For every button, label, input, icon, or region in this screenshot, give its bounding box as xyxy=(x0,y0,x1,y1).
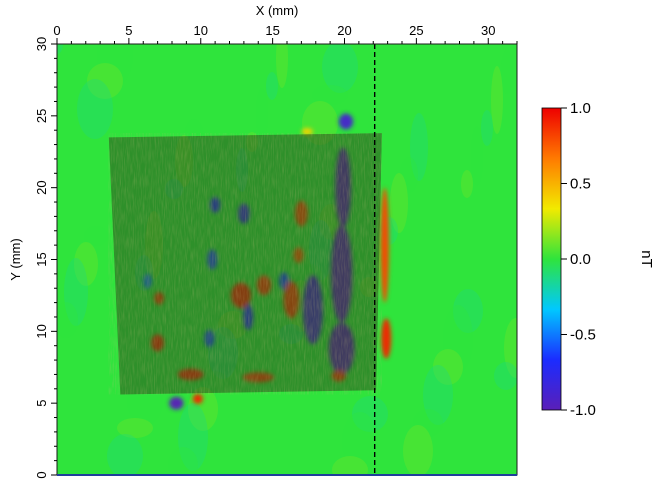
field-mottle xyxy=(413,409,443,437)
y-axis-title: Y (mm) xyxy=(8,238,23,280)
y-tick-label: 20 xyxy=(34,180,49,194)
colorbar-tick-label: 0.5 xyxy=(570,176,591,193)
field-mottle xyxy=(87,63,123,99)
x-axis-title: X (mm) xyxy=(256,3,299,18)
x-axis: 0 5 10 15 20 25 30 xyxy=(53,23,518,44)
x-tick-label: 5 xyxy=(125,23,132,38)
field-mottle xyxy=(443,305,473,373)
colorbar-tick-label: 0.0 xyxy=(570,251,591,268)
colorbar-gradient xyxy=(541,107,562,411)
plot-area xyxy=(57,44,517,475)
colorbar-tick-label: -1.0 xyxy=(570,402,596,419)
field-mottle xyxy=(322,44,358,93)
field-mottle xyxy=(64,258,88,326)
x-tick-label: 10 xyxy=(194,23,208,38)
field-mottle xyxy=(390,173,408,233)
x-tick-label: 0 xyxy=(53,23,60,38)
field-mottle xyxy=(168,447,198,475)
field-mottle xyxy=(74,242,98,286)
field-mottle xyxy=(491,66,503,134)
field-mottle xyxy=(400,157,418,193)
colorbar: 1.0 0.5 0.0 -0.5 -1.0 nT xyxy=(541,100,655,419)
field-mottle xyxy=(276,44,288,88)
positive-anomaly xyxy=(301,128,313,136)
field-mottle xyxy=(77,79,113,139)
negative-anomaly xyxy=(169,396,184,410)
field-mottle xyxy=(471,126,483,186)
positive-anomaly xyxy=(380,187,390,303)
field-mottle xyxy=(410,113,428,181)
x-tick-label: 25 xyxy=(409,23,423,38)
field-mottle xyxy=(461,170,473,198)
x-tick-label: 15 xyxy=(265,23,279,38)
field-mottle xyxy=(481,110,493,146)
field-mottle xyxy=(266,72,278,100)
x-tick-label: 30 xyxy=(481,23,495,38)
y-tick-label: 0 xyxy=(34,471,49,478)
y-tick-label: 25 xyxy=(34,109,49,123)
y-tick-label: 5 xyxy=(34,400,49,407)
positive-anomaly xyxy=(192,393,203,404)
field-mottle xyxy=(57,302,78,338)
field-mottle xyxy=(97,44,133,87)
colorbar-tick-label: -0.5 xyxy=(570,327,596,344)
field-mottle xyxy=(423,365,453,425)
positive-anomaly xyxy=(381,318,392,359)
colorbar-title: nT xyxy=(638,250,655,268)
field-mottle xyxy=(57,44,63,54)
field-mottle xyxy=(342,412,378,472)
y-axis: 0 5 10 15 20 25 30 xyxy=(34,37,57,479)
colorbar-ticks: 1.0 0.5 0.0 -0.5 -1.0 xyxy=(561,100,596,419)
field-mottle xyxy=(403,425,433,475)
y-tick-label: 30 xyxy=(34,37,49,51)
field-mottle xyxy=(332,456,368,475)
field-mottle xyxy=(256,88,268,140)
field-mottle xyxy=(312,85,348,105)
field-mottle xyxy=(178,403,208,471)
field-mottle xyxy=(453,289,483,333)
field-mottle xyxy=(494,362,517,390)
field-mottle xyxy=(504,318,517,378)
x-tick-label: 20 xyxy=(337,23,351,38)
field-mottle xyxy=(433,349,463,385)
field-mottle xyxy=(501,50,513,94)
field-mottle xyxy=(352,396,388,432)
field-mottle xyxy=(107,434,143,475)
y-tick-label: 10 xyxy=(34,324,49,338)
field-mottle xyxy=(117,418,153,438)
y-tick-label: 15 xyxy=(34,252,49,266)
colorbar-tick-label: 1.0 xyxy=(570,100,591,117)
sample-grain-texture xyxy=(108,133,382,395)
field-mottle xyxy=(84,226,108,246)
negative-anomaly xyxy=(338,113,354,130)
